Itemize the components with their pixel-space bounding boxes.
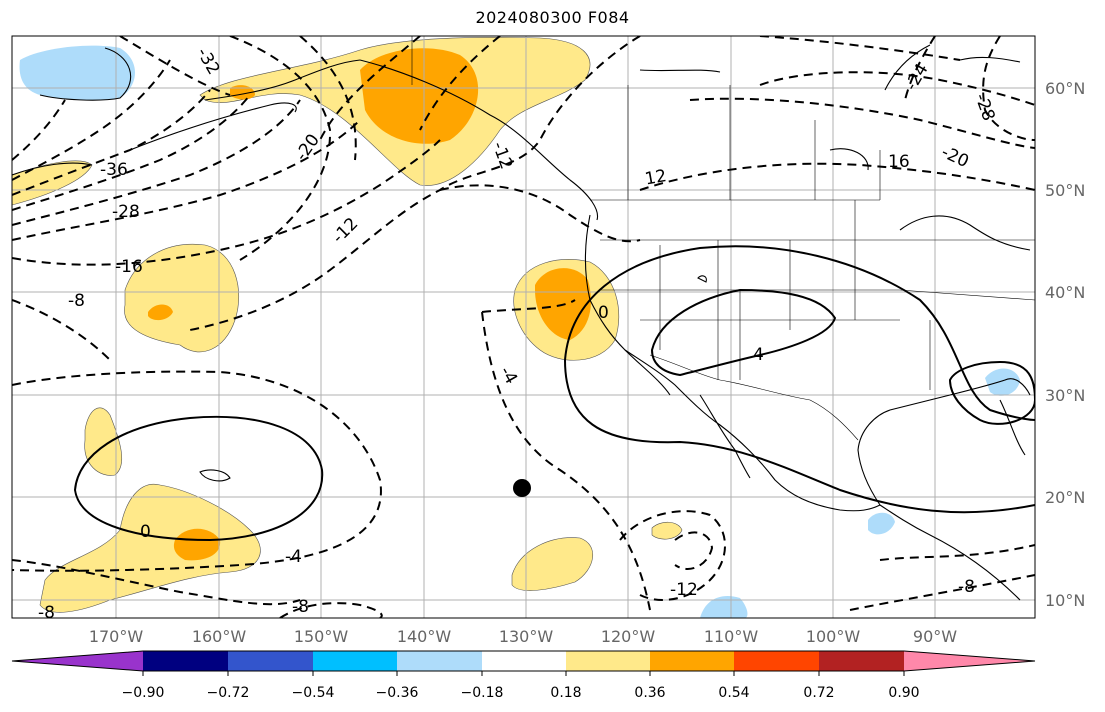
colorbar-segment — [397, 651, 482, 671]
contour-label: -8 — [292, 597, 309, 617]
lon-label: 130°W — [499, 627, 554, 646]
lon-label: 110°W — [704, 627, 759, 646]
map-title: 2024080300 F084 — [475, 8, 630, 27]
colorbar-segment — [143, 651, 228, 671]
contour-label: -4 — [285, 547, 302, 567]
colorbar-segment — [12, 651, 143, 671]
lon-label: 120°W — [601, 627, 656, 646]
dashed-contours — [12, 36, 1035, 618]
colorbar: −0.90 −0.72 −0.54 −0.36 −0.18 0.18 0.36 … — [11, 650, 1036, 701]
colorbar-tick-label: 0.54 — [718, 685, 749, 701]
contour-label: -8 — [68, 291, 85, 311]
map-area: -32 -36 -28 -20 -16 -12 -8 -4 -4 -8 -8 0… — [12, 36, 1035, 623]
longitude-labels: 170°W 160°W 150°W 140°W 130°W 120°W 110°… — [89, 627, 957, 646]
colorbar-tick-label: 0.90 — [888, 685, 919, 701]
colorbar-tick-label: −0.36 — [376, 685, 419, 701]
colorbar-segment — [734, 651, 819, 671]
colorbar-segment — [650, 651, 734, 671]
lat-label: 60°N — [1045, 79, 1085, 98]
lat-label: 50°N — [1045, 181, 1085, 200]
contour-label: -36 — [100, 160, 128, 180]
contour-label: 0 — [140, 522, 151, 542]
contour-labels: -32 -36 -28 -20 -16 -12 -8 -4 -4 -8 -8 0… — [38, 44, 999, 623]
colorbar-tick-label: −0.72 — [207, 685, 250, 701]
contour-label: 4 — [753, 345, 764, 365]
lon-label: 100°W — [806, 627, 861, 646]
contour-label: -16 — [115, 257, 143, 277]
colorbar-tick-label: −0.18 — [461, 685, 504, 701]
contour-label: -8 — [958, 577, 975, 597]
political-borders — [411, 36, 1035, 441]
colorbar-segment — [313, 651, 397, 671]
colorbar-segment — [819, 651, 904, 671]
colorbar-tick-label: −0.90 — [122, 685, 165, 701]
storm-center-marker — [513, 479, 531, 497]
lat-label: 10°N — [1045, 591, 1085, 610]
colorbar-tick-label: 0.18 — [550, 685, 581, 701]
contour-label: -8 — [38, 603, 55, 623]
colorbar-segment — [904, 651, 1035, 671]
solid-contours — [73, 245, 1035, 542]
contour-label: 0 — [598, 303, 609, 323]
lat-label: 40°N — [1045, 283, 1085, 302]
colorbar-segment — [566, 651, 650, 671]
lon-label: 170°W — [89, 627, 144, 646]
lat-label: 20°N — [1045, 488, 1085, 507]
contour-label: 16 — [888, 152, 910, 172]
map-frame — [11, 35, 1036, 619]
lon-label: 150°W — [294, 627, 349, 646]
latitude-labels: 60°N 50°N 40°N 30°N 20°N 10°N — [1045, 79, 1085, 610]
contour-label: -12 — [670, 580, 698, 600]
colorbar-tick-label: 0.72 — [803, 685, 834, 701]
lon-label: 90°W — [913, 627, 957, 646]
lat-label: 30°N — [1045, 386, 1085, 405]
lon-label: 160°W — [192, 627, 247, 646]
colorbar-tick-label: 0.36 — [634, 685, 665, 701]
contour-label: -28 — [112, 202, 140, 222]
negative-anomaly-shading — [19, 45, 1020, 618]
lon-label: 140°W — [397, 627, 452, 646]
coastlines — [12, 44, 1031, 601]
colorbar-tick-label: −0.54 — [292, 685, 335, 701]
colorbar-segment — [228, 651, 313, 671]
contour-label: 12 — [643, 166, 668, 189]
colorbar-segment — [482, 651, 566, 671]
